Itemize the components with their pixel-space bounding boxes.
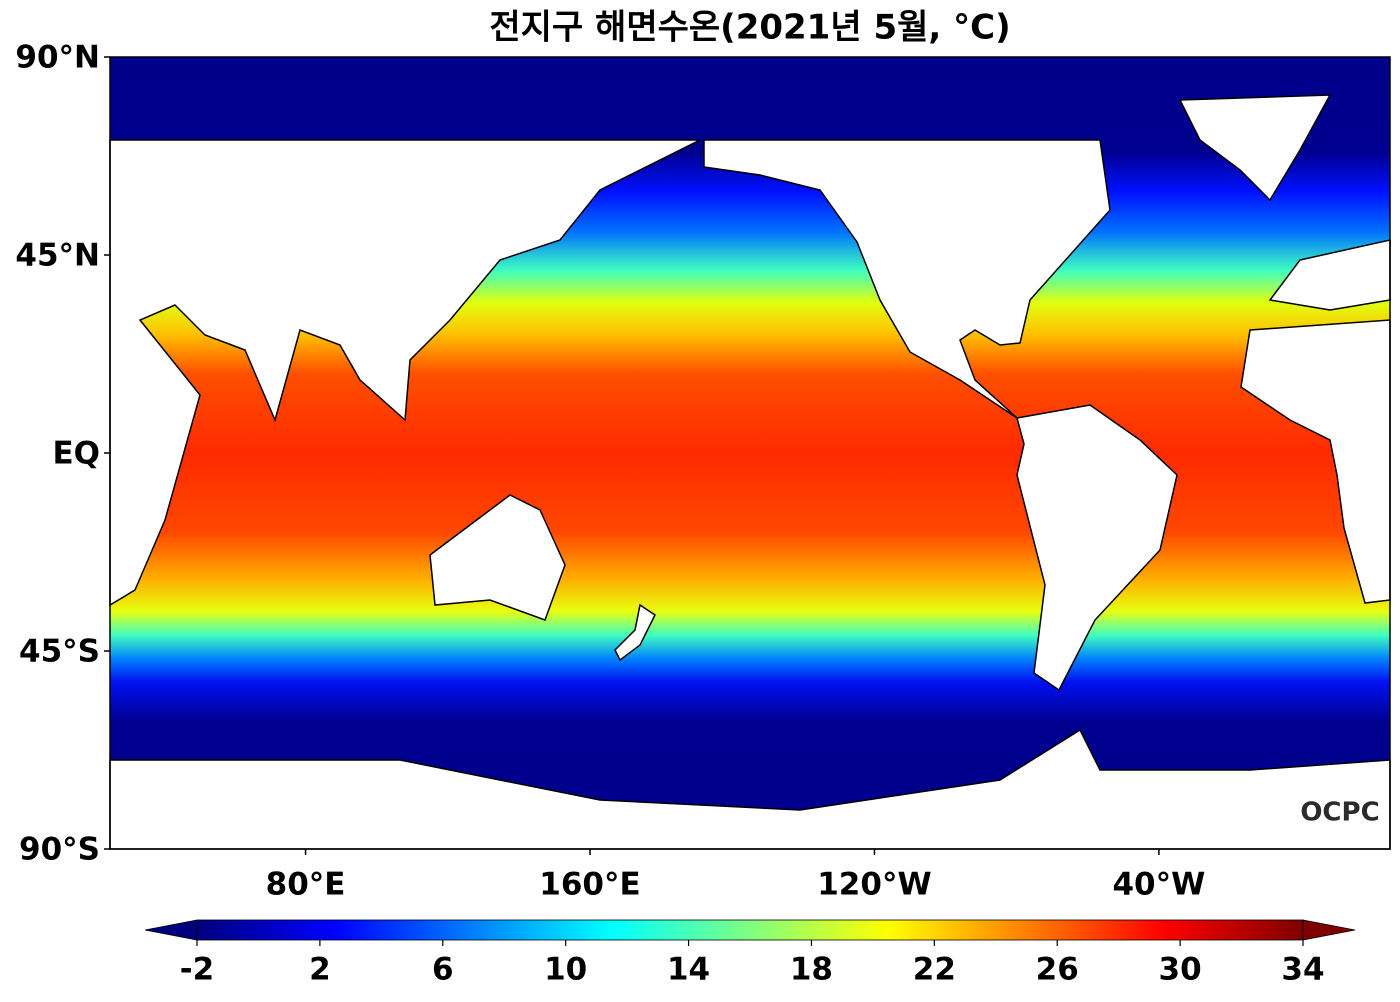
lat-tick-label: 45°N — [15, 238, 100, 274]
colorbar-tick-label: 2 — [309, 952, 331, 988]
map-area: OCPC — [109, 56, 1391, 850]
australia — [429, 494, 566, 621]
eurasia-africa — [109, 139, 701, 607]
colorbar-tick-label: -2 — [180, 952, 214, 988]
colorbar-tick-label: 14 — [667, 952, 710, 988]
lat-tick-label: 45°S — [19, 634, 100, 670]
colorbar-extend-low — [144, 919, 198, 941]
colorbar-tick-label: 34 — [1281, 952, 1324, 988]
lon-tick-label: 160°E — [539, 867, 640, 903]
lat-tick-label: EQ — [52, 436, 100, 472]
land — [109, 94, 1391, 850]
axes: 90°N 45°N EQ 45°S 90°S 80°E 160°E 120°W 40°W — [15, 40, 1205, 903]
colorbar-body — [197, 920, 1303, 940]
colorbar-frame — [196, 919, 1304, 941]
colorbar-tick-label: 10 — [544, 952, 587, 988]
colorbar: -2 2 6 10 14 18 22 26 30 34 — [144, 919, 1356, 988]
lat-tick-label: 90°N — [15, 40, 100, 76]
colorbar-tick-label: 18 — [790, 952, 833, 988]
lon-tick-label: 80°E — [266, 867, 346, 903]
south-america — [1016, 404, 1178, 692]
lat-tick-label: 90°S — [19, 832, 100, 868]
colorbar-tick-label: 26 — [1036, 952, 1079, 988]
north-america — [703, 139, 1111, 419]
new-zealand — [614, 603, 656, 662]
map-title: 전지구 해면수온(2021년 5월, °C) — [489, 8, 1010, 48]
colorbar-tick-label: 6 — [432, 952, 454, 988]
greenland — [1178, 94, 1332, 202]
logo: OCPC — [1300, 798, 1379, 828]
lon-tick-label: 120°W — [817, 867, 931, 903]
colorbar-extend-high — [1302, 919, 1356, 941]
lon-tick-label: 40°W — [1112, 867, 1205, 903]
colorbar-tick-label: 22 — [913, 952, 956, 988]
colorbar-tick-label: 30 — [1159, 952, 1202, 988]
